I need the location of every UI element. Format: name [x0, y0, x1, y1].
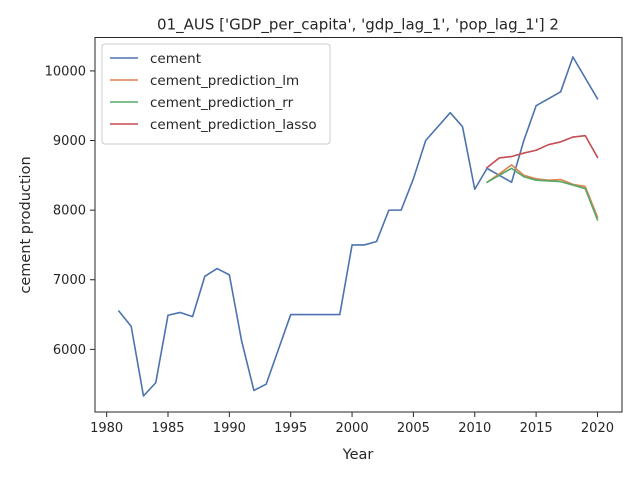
series-line-cement [117, 56, 599, 397]
series-line-cement-prediction-lasso [485, 134, 599, 169]
plot-frame [94, 37, 623, 413]
x-tick-label: 1990 [213, 421, 246, 436]
series-layer [117, 56, 599, 397]
x-axis-label: Year [342, 447, 374, 463]
y-tick-label: 6000 [53, 343, 86, 358]
x-tick-label: 1980 [90, 421, 123, 436]
x-tick-label: 2005 [397, 421, 430, 436]
y-tick-label: 9000 [53, 134, 86, 149]
legend-label: cement_prediction_lasso [150, 117, 317, 133]
legend-box [101, 43, 331, 145]
y-axis: 6000 7000 8000 9000 10000 [45, 64, 95, 358]
series-line-cement-prediction-lm [485, 164, 599, 219]
legend-label: cement_prediction_lm [150, 73, 299, 89]
x-tick-label: 2000 [336, 421, 369, 436]
x-tick-label: 1995 [274, 421, 307, 436]
x-tick-label: 2015 [520, 421, 553, 436]
y-axis-label: cement production [18, 156, 34, 293]
y-tick-label: 7000 [53, 273, 86, 288]
legend: cement cement_prediction_lm cement_predict… [101, 43, 331, 145]
legend-label: cement_prediction_rr [150, 95, 294, 111]
x-tick-label: 2020 [581, 421, 614, 436]
x-tick-label: 2010 [458, 421, 491, 436]
y-tick-label: 10000 [45, 64, 86, 79]
chart-title: 01_AUS ['GDP_per_capita', 'gdp_lag_1', '… [157, 16, 559, 35]
y-tick-label: 8000 [53, 204, 86, 219]
x-tick-label: 1985 [151, 421, 184, 436]
x-axis: 1980 1985 1990 1995 2000 2005 2010 2015 2020 [90, 412, 614, 436]
legend-label: cement [150, 51, 201, 67]
series-line-cement-prediction-rr [485, 167, 599, 221]
